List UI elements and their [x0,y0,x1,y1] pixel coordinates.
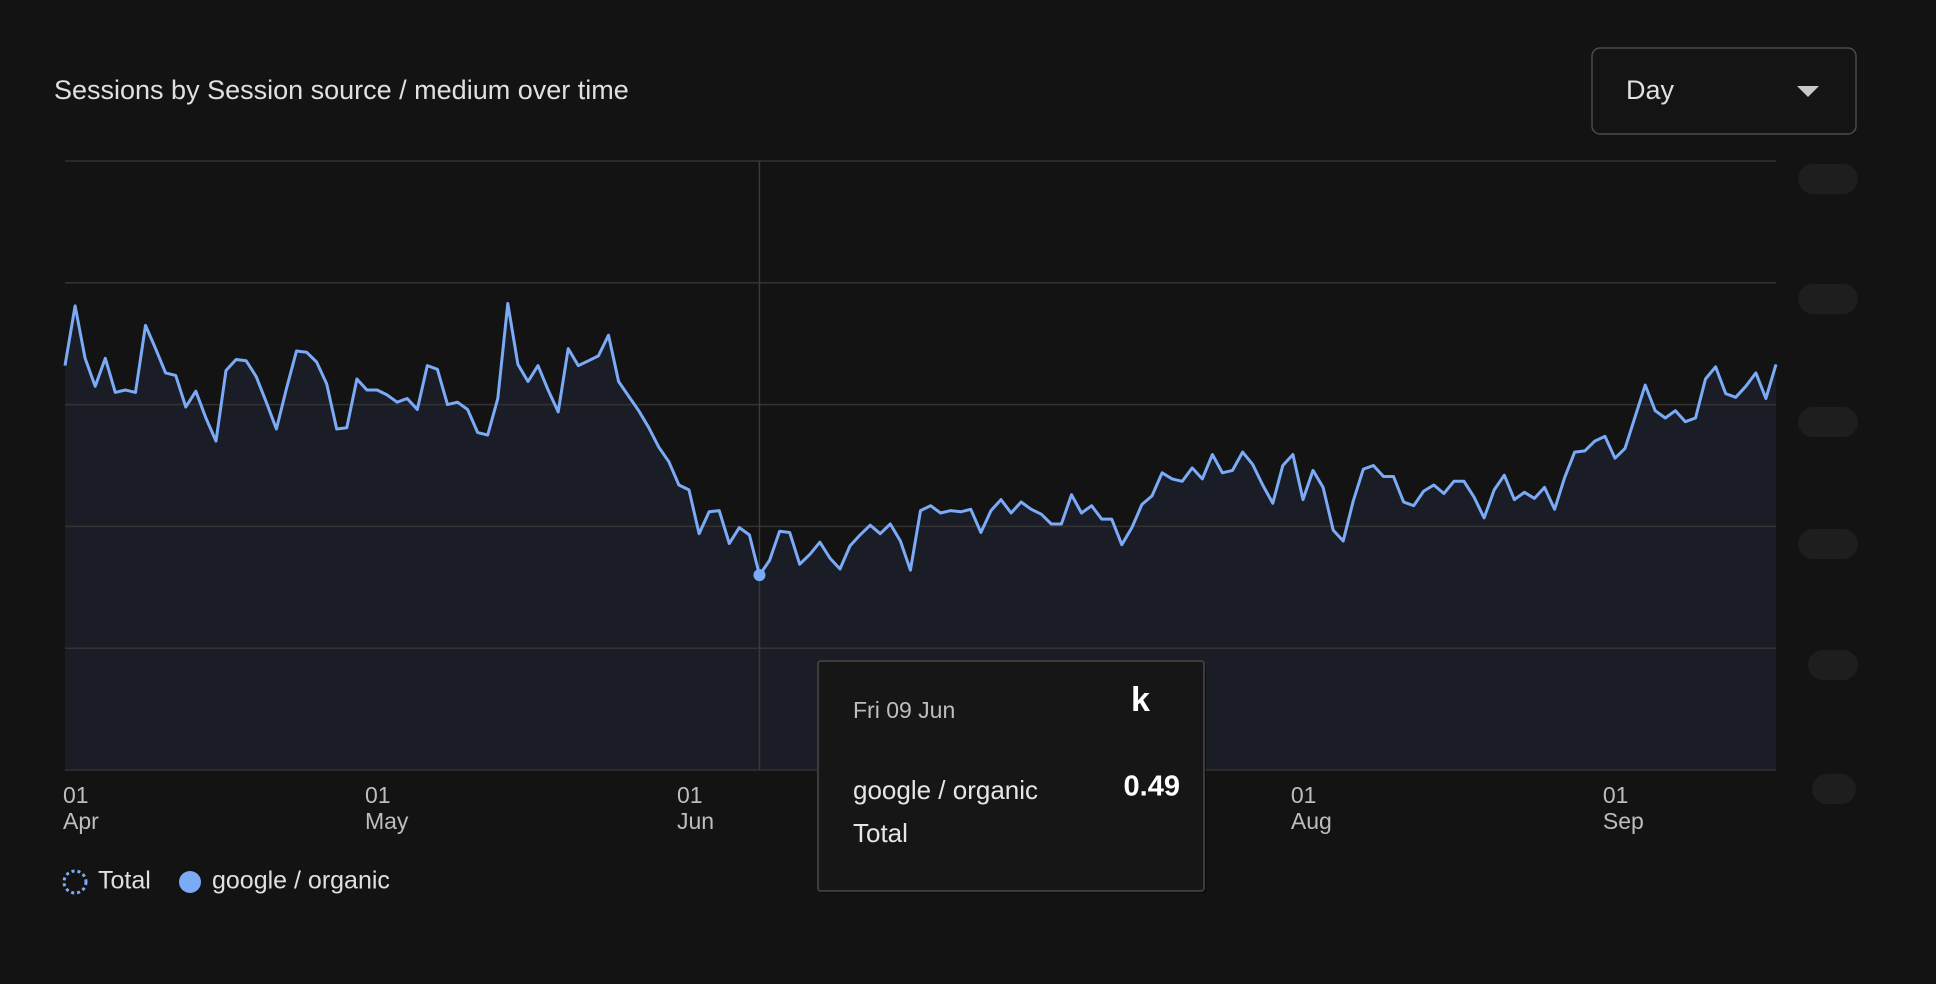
x-tick-label-line: 01 [365,782,391,808]
tooltip-row-name: google / organic [853,775,1038,805]
x-tick-label: 01 May [365,782,409,834]
chart-title: Sessions by Session source / medium over… [54,75,629,105]
x-tick-label-line: May [365,808,409,834]
dropdown-box[interactable] [1591,47,1857,135]
blurred-axis-labels [1798,164,1858,804]
legend-label: google / organic [212,867,390,895]
x-tick-label-line: 01 [677,782,703,808]
tooltip: Fri 09 Jun k google / organic 0.49 Total [817,660,1206,893]
x-tick-label-line: Apr [63,808,99,834]
tooltip-box [817,660,1205,892]
x-tick-label: 01 Aug [1291,782,1332,834]
blurred-label [1798,407,1858,437]
x-tick-label: 01 Sep [1603,782,1644,834]
line [63,302,1778,577]
interval-dropdown[interactable]: Day [1591,47,1857,135]
x-tick-label-line: 01 [63,782,89,808]
plot: 01Apr01May01Jun01Jul01Aug01Sep [63,160,1778,834]
dropdown-label[interactable]: Day [1626,75,1675,105]
blurred-label [1812,774,1856,804]
x-tick-label-line: Aug [1291,808,1332,834]
legend-total-swatch [62,869,88,895]
x-tick-label-line: 01 [1603,782,1629,808]
tooltip-date: Fri 09 Jun [853,697,955,723]
x-tick-label-line: Sep [1603,808,1644,834]
legend-swatch [179,871,201,893]
legend: Total google / organic [62,867,390,895]
x-tick-label-line: 01 [1291,782,1317,808]
tooltip-row-value: 0.49 [1124,771,1180,803]
tooltip-header-value: k [1131,681,1150,719]
hover-point [753,569,766,582]
x-tick-label-line: Jun [677,808,714,834]
blurred-label [1808,650,1858,680]
x-tick-label: 01 Jun [677,782,714,834]
dropdown-arrow[interactable] [1797,86,1819,97]
x-tick-label: 01 Apr [63,782,99,834]
tooltip-row-name: Total [853,818,908,848]
blurred-label [1798,164,1858,194]
legend-label: Total [98,867,151,895]
blurred-label [1798,284,1858,314]
blurred-label [1798,529,1858,559]
